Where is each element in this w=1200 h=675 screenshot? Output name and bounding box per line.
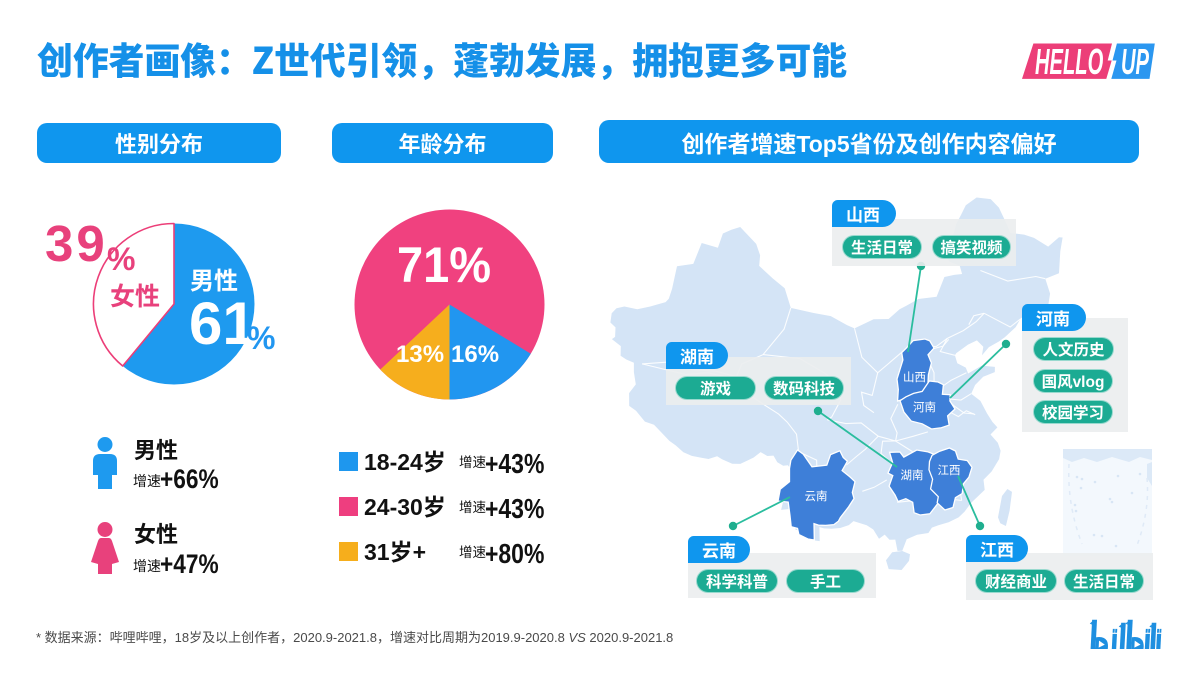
svg-text:河南: 河南 xyxy=(913,399,936,415)
svg-text:云南: 云南 xyxy=(805,488,828,504)
svg-text:山西: 山西 xyxy=(903,369,926,385)
svg-text:江西: 江西 xyxy=(938,462,961,478)
svg-text:湖南: 湖南 xyxy=(901,467,924,483)
svg-text:HELLO: HELLO xyxy=(1035,43,1103,80)
svg-text:UP: UP xyxy=(1121,43,1149,80)
